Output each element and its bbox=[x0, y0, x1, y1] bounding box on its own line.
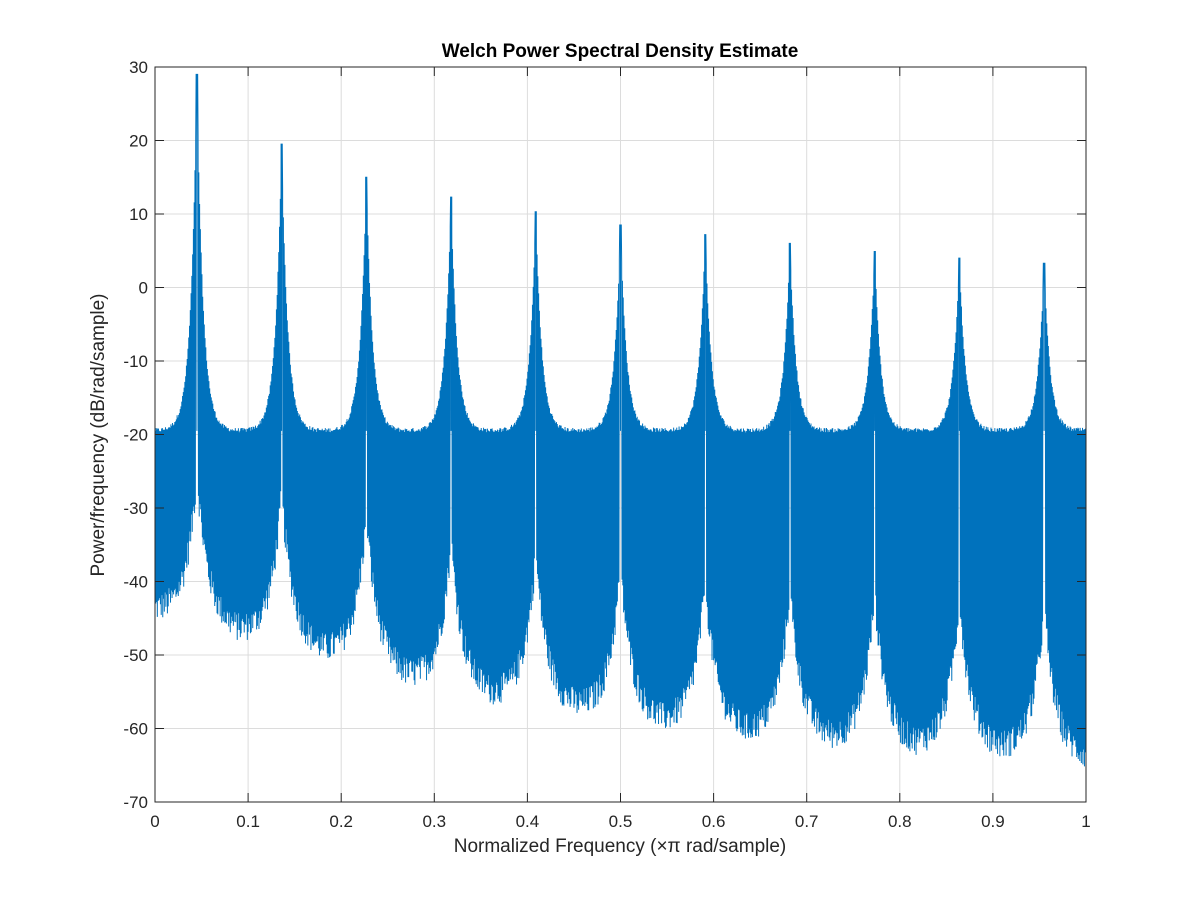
x-tick-label: 0 bbox=[150, 812, 159, 831]
y-tick-label: -50 bbox=[123, 646, 148, 665]
y-tick-label: -40 bbox=[123, 573, 148, 592]
x-tick-label: 0.1 bbox=[236, 812, 260, 831]
y-tick-label: -70 bbox=[123, 793, 148, 812]
x-tick-label: 0.9 bbox=[981, 812, 1005, 831]
y-tick-label: -20 bbox=[123, 426, 148, 445]
x-tick-label: 0.4 bbox=[516, 812, 540, 831]
grid bbox=[155, 67, 1086, 802]
y-tick-label: -10 bbox=[123, 352, 148, 371]
x-tick-label: 1 bbox=[1081, 812, 1090, 831]
ticks: 0 0.1 0.2 0.3 0.4 0.5 0.6 0.7 0.8 0.9 1 30 20 10 0 -10 -… bbox=[123, 58, 1090, 831]
y-axis-label: Power/frequency (dB/rad/sample) bbox=[88, 293, 109, 576]
y-tick-label: 10 bbox=[129, 205, 148, 224]
x-tick-label: 0.5 bbox=[609, 812, 633, 831]
x-tick-label: 0.8 bbox=[888, 812, 912, 831]
y-tick-label: 0 bbox=[139, 279, 148, 298]
y-tick-label: -60 bbox=[123, 720, 148, 739]
x-tick-label: 0.7 bbox=[795, 812, 819, 831]
psd-trace bbox=[154, 73, 1087, 767]
y-tick-label: 20 bbox=[129, 132, 148, 151]
y-tick-label: 30 bbox=[129, 58, 148, 77]
x-tick-label: 0.3 bbox=[422, 812, 446, 831]
y-tick-label: -30 bbox=[123, 499, 148, 518]
chart-title: Welch Power Spectral Density Estimate bbox=[442, 41, 799, 62]
x-tick-label: 0.2 bbox=[329, 812, 353, 831]
x-tick-label: 0.6 bbox=[702, 812, 726, 831]
x-axis-label: Normalized Frequency (×π rad/sample) bbox=[454, 836, 787, 857]
